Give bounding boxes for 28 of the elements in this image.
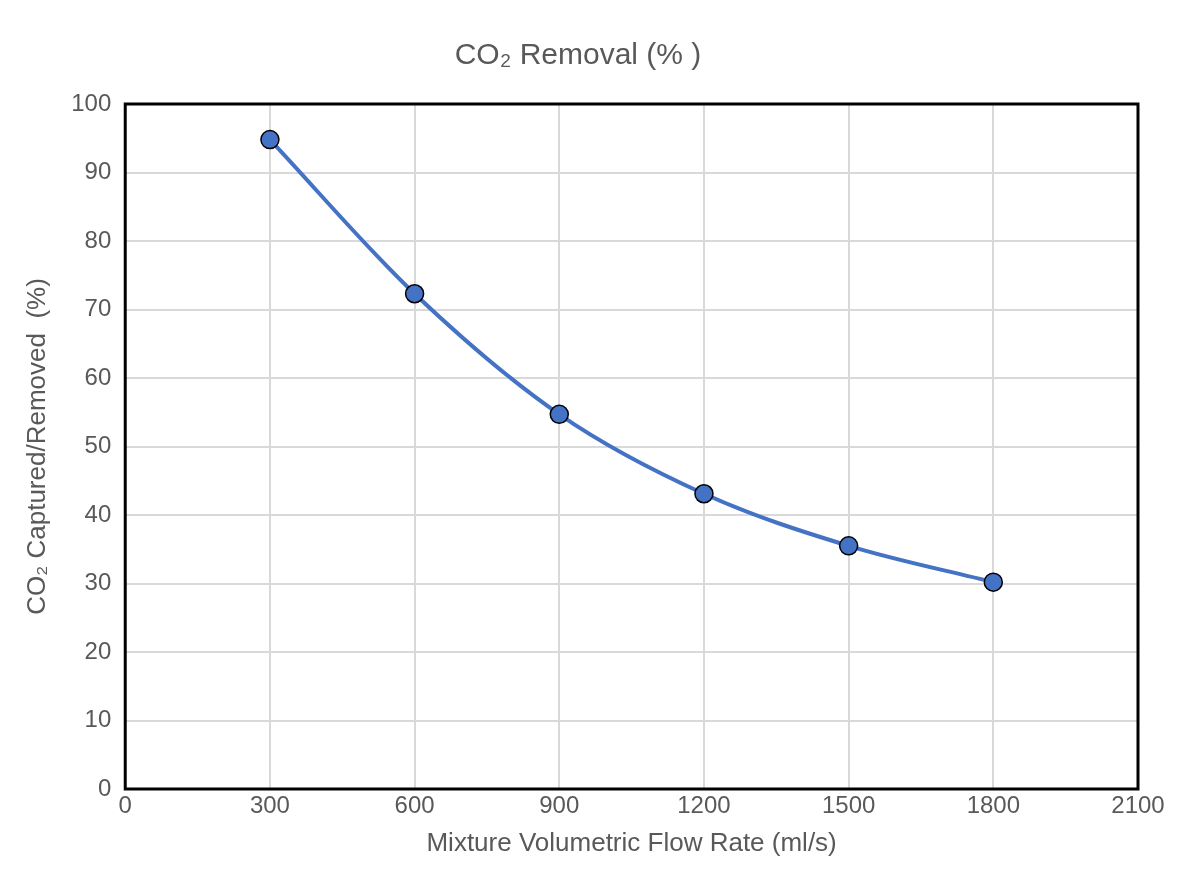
point [549, 404, 570, 425]
x-tick-label: 0 [118, 791, 132, 819]
y-axis-title: CO₂ Captured/Removed (%) [20, 278, 51, 615]
y-tick-label: 0 [97, 773, 112, 801]
x-tick-label: 2100 [1111, 791, 1165, 819]
y-tick-label: 80 [84, 225, 112, 253]
y-tick-label: 30 [84, 568, 112, 596]
y-tick-label: 40 [84, 499, 112, 527]
x-axis-title: Mixture Volumetric Flow Rate (ml/s) [426, 826, 837, 857]
x-tick-label: 1500 [821, 791, 876, 819]
point [983, 572, 1004, 592]
y-tick-label: 90 [84, 157, 112, 185]
x-tick-label: 300 [249, 791, 290, 819]
y-tick-label: 100 [71, 88, 112, 116]
y-tick-label: 50 [84, 431, 112, 459]
point [838, 536, 859, 556]
y-tick-label: 20 [84, 636, 112, 664]
y-tick-label: 10 [84, 705, 112, 733]
x-tick-label: 1800 [966, 791, 1021, 819]
y-tick-label: 60 [84, 362, 112, 390]
chart-title: CO₂ Removal (% ) [454, 37, 702, 71]
x-tick-label: 1200 [677, 791, 731, 819]
x-tick-label: 600 [394, 791, 435, 819]
x-tick-label: 900 [539, 791, 580, 819]
point [404, 284, 425, 304]
point [260, 129, 280, 150]
y-tick-label: 70 [84, 294, 112, 322]
point [694, 484, 714, 504]
